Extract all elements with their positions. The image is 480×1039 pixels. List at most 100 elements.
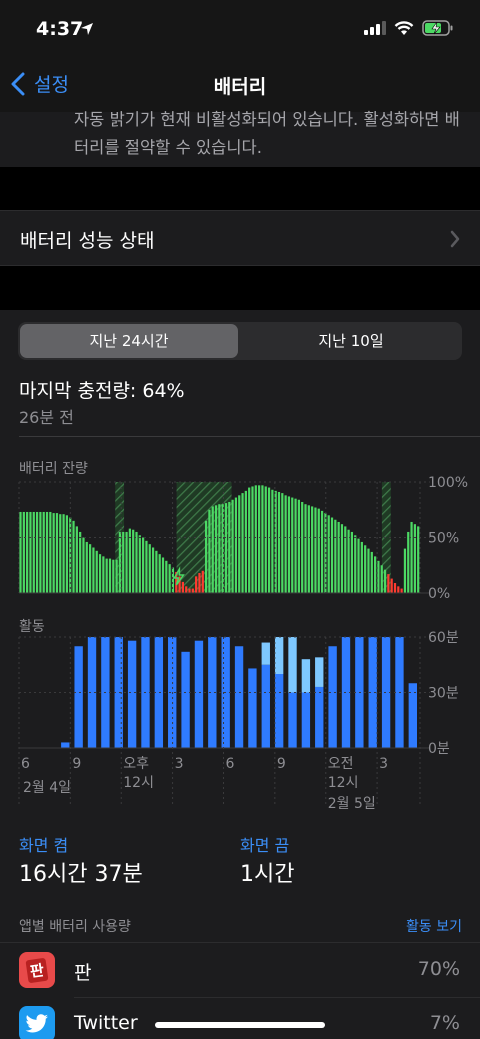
- battery-level-bar: [69, 517, 72, 593]
- battery-level-bar: [238, 495, 241, 593]
- date-label-2: 2월 5일: [328, 796, 376, 812]
- battery-level-bar: [330, 517, 334, 593]
- battery-level-bar: [287, 496, 291, 593]
- battery-level-bar: [387, 574, 390, 593]
- charging-bolt-icon: [173, 566, 185, 586]
- x-tick-label: 12시: [328, 775, 359, 791]
- pann-icon-glyph: 판: [25, 957, 49, 983]
- screen-off-label: 화면 끔: [240, 836, 290, 855]
- battery-level-bar: [45, 511, 49, 593]
- back-label: 설정: [34, 74, 69, 96]
- battery-level-bar: [410, 521, 413, 593]
- battery-level-bar: [354, 535, 357, 593]
- battery-level-bar: [231, 499, 234, 593]
- activity-screen-on-bar: [408, 683, 417, 748]
- x-tick-label: 오전: [328, 756, 354, 772]
- battery-level-bar: [347, 529, 350, 593]
- battery-level-bar: [228, 501, 231, 593]
- battery-level-bar: [297, 499, 300, 593]
- battery-level-bar: [145, 540, 148, 593]
- last-charge-time: 26분 전: [19, 408, 74, 427]
- battery-level-bar: [82, 537, 85, 593]
- back-button[interactable]: 설정: [10, 70, 69, 97]
- page-title: 배터리: [213, 76, 267, 98]
- activity-screen-on-bar: [274, 674, 284, 748]
- battery-level-bar: [115, 559, 118, 593]
- battery-level-bar: [403, 548, 407, 593]
- app-row-twitter[interactable]: Twitter 7%: [0, 998, 480, 1039]
- battery-level-bar: [407, 531, 410, 593]
- battery-level-bar: [26, 511, 29, 593]
- battery-level-bar: [208, 509, 211, 593]
- activity-screen-off-bar: [261, 642, 270, 665]
- battery-level-bar: [291, 497, 294, 593]
- screen-on-value: 16시간 37분: [19, 862, 143, 887]
- battery-level-bar: [274, 490, 277, 593]
- status-bar: 4:37: [0, 0, 480, 60]
- battery-level-bar: [344, 526, 347, 593]
- battery-tick-50: 50%: [428, 531, 459, 547]
- battery-level-bar: [198, 573, 201, 593]
- battery-level-bar: [277, 491, 281, 593]
- app-row-pann[interactable]: 판 판 70%: [0, 944, 480, 998]
- battery-level-bar: [79, 531, 82, 593]
- navigation-bar: 설정 배터리: [0, 60, 480, 112]
- activity-screen-on-bar: [61, 742, 70, 748]
- battery-level-bar: [122, 531, 125, 593]
- battery-level-bar: [241, 493, 244, 593]
- location-arrow-icon: [81, 23, 93, 35]
- battery-level-bar: [377, 560, 380, 593]
- show-activity-link[interactable]: 활동 보기: [406, 919, 462, 935]
- battery-health-row[interactable]: 배터리 성능 상태: [0, 210, 480, 266]
- x-tick-label: 9: [277, 756, 286, 772]
- activity-screen-on-bar: [261, 664, 270, 748]
- battery-level-bar: [334, 519, 337, 593]
- activity-screen-on-bar: [74, 646, 83, 748]
- battery-level-bar: [311, 506, 314, 593]
- battery-level-bar: [204, 520, 208, 593]
- divider: [74, 997, 480, 998]
- x-tick-label: 3: [379, 756, 388, 772]
- divider: [19, 436, 480, 437]
- tab-last-10-days[interactable]: 지난 10일: [318, 332, 384, 350]
- x-tick-label: 오후: [123, 756, 149, 772]
- tab-last-24-hours[interactable]: 지난 24시간: [20, 324, 238, 358]
- battery-level-bar: [19, 511, 22, 593]
- x-tick-label: 12시: [123, 775, 154, 791]
- battery-level-bar: [211, 506, 214, 593]
- home-indicator: [155, 1022, 325, 1028]
- battery-level-bar: [281, 493, 284, 593]
- activity-tick-30: 30분: [428, 686, 459, 702]
- battery-level-bar: [65, 515, 69, 593]
- battery-level-bar: [72, 520, 75, 593]
- battery-level-bar: [261, 485, 264, 593]
- battery-charging-icon: [422, 20, 453, 36]
- battery-level-bar: [337, 521, 340, 593]
- app-percent: 70%: [417, 958, 460, 980]
- activity-screen-on-bar: [368, 637, 377, 748]
- activity-chart-title: 활동: [19, 619, 45, 635]
- activity-tick-0: 0분: [428, 741, 450, 757]
- battery-level-chart-title: 배터리 잔량: [19, 461, 88, 477]
- battery-level-bar: [55, 513, 59, 593]
- app-percent: 7%: [429, 1012, 460, 1034]
- activity-screen-off-bar: [274, 637, 284, 674]
- battery-charts: 100% 50% 0% 60분 30분 0분 6 9 오후 12시 3 6 9 오전 12시 3 2월 4일 2월…: [18, 475, 468, 812]
- battery-level-bar: [370, 551, 373, 593]
- battery-level-bar: [128, 528, 131, 593]
- battery-level-bar: [42, 511, 45, 593]
- battery-level-bar: [364, 545, 367, 593]
- battery-level-bar: [175, 571, 178, 593]
- battery-level-bar: [39, 511, 42, 593]
- battery-level-bar: [155, 550, 158, 593]
- battery-level-bar: [248, 487, 251, 593]
- x-tick-label: 9: [72, 756, 81, 772]
- activity-tick-60: 60분: [428, 630, 459, 646]
- battery-level-bar: [88, 544, 92, 593]
- activity-screen-on-bar: [288, 692, 297, 748]
- battery-level-bar: [195, 576, 198, 593]
- screen-on-label: 화면 켬: [19, 836, 69, 855]
- battery-level-bar: [171, 567, 175, 593]
- battery-level-bar: [271, 489, 274, 593]
- battery-level-bar: [267, 487, 271, 593]
